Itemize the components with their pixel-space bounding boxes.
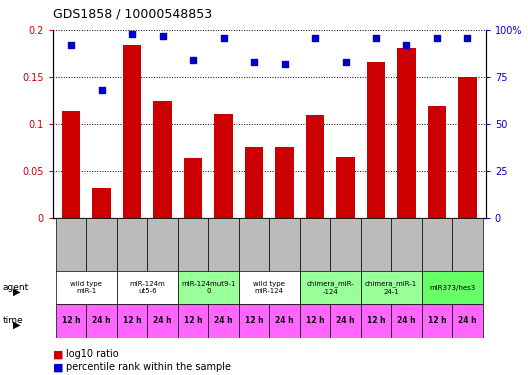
Text: wild type
miR-124: wild type miR-124 xyxy=(253,281,285,294)
Bar xyxy=(269,304,300,338)
Text: agent: agent xyxy=(3,283,29,292)
Bar xyxy=(422,304,452,338)
Bar xyxy=(117,304,147,338)
Text: percentile rank within the sample: percentile rank within the sample xyxy=(66,363,231,372)
Text: ▶: ▶ xyxy=(13,287,21,297)
Point xyxy=(189,57,197,63)
Text: 24 h: 24 h xyxy=(397,316,416,325)
Bar xyxy=(62,111,80,218)
Text: 12 h: 12 h xyxy=(244,316,263,325)
Point xyxy=(280,61,289,67)
Bar xyxy=(452,304,483,338)
Bar xyxy=(117,272,178,304)
Point xyxy=(463,34,472,40)
Bar xyxy=(336,157,355,218)
Bar xyxy=(269,217,300,272)
Bar xyxy=(209,304,239,338)
Text: log10 ratio: log10 ratio xyxy=(66,350,119,359)
Text: time: time xyxy=(3,316,23,325)
Text: ■: ■ xyxy=(53,350,63,359)
Point xyxy=(219,34,228,40)
Bar xyxy=(239,217,269,272)
Bar xyxy=(300,217,330,272)
Text: chimera_miR-
-124: chimera_miR- -124 xyxy=(306,280,354,295)
Point xyxy=(97,87,106,93)
Text: 24 h: 24 h xyxy=(92,316,111,325)
Bar xyxy=(56,217,87,272)
Point xyxy=(311,34,319,40)
Bar xyxy=(184,158,202,218)
Text: 12 h: 12 h xyxy=(306,316,324,325)
Point xyxy=(250,59,258,65)
Bar xyxy=(458,77,477,218)
Bar xyxy=(367,62,385,217)
Bar xyxy=(300,272,361,304)
Text: 24 h: 24 h xyxy=(336,316,355,325)
Bar xyxy=(56,304,87,338)
Text: 12 h: 12 h xyxy=(428,316,446,325)
Point xyxy=(372,34,380,40)
Bar xyxy=(428,106,446,218)
Bar xyxy=(154,101,172,217)
Bar xyxy=(276,147,294,218)
Bar xyxy=(422,217,452,272)
Bar xyxy=(330,217,361,272)
Text: 24 h: 24 h xyxy=(275,316,294,325)
Bar xyxy=(300,304,330,338)
Bar xyxy=(178,272,239,304)
Text: 24 h: 24 h xyxy=(458,316,477,325)
Bar xyxy=(330,304,361,338)
Bar xyxy=(361,217,391,272)
Bar xyxy=(398,48,416,217)
Bar xyxy=(306,116,324,218)
Text: 24 h: 24 h xyxy=(153,316,172,325)
Bar xyxy=(245,147,263,218)
Bar xyxy=(56,272,117,304)
Bar xyxy=(92,188,111,218)
Bar xyxy=(452,217,483,272)
Bar xyxy=(391,304,422,338)
Bar xyxy=(361,272,422,304)
Text: 12 h: 12 h xyxy=(62,316,80,325)
Point xyxy=(341,59,350,65)
Bar xyxy=(209,217,239,272)
Text: 24 h: 24 h xyxy=(214,316,233,325)
Bar xyxy=(361,304,391,338)
Bar xyxy=(87,304,117,338)
Text: 12 h: 12 h xyxy=(366,316,385,325)
Bar xyxy=(239,272,300,304)
Bar xyxy=(87,217,117,272)
Point xyxy=(67,42,76,48)
Text: ■: ■ xyxy=(53,363,63,372)
Bar xyxy=(147,304,178,338)
Text: miR373/hes3: miR373/hes3 xyxy=(429,285,475,291)
Bar xyxy=(117,217,147,272)
Bar xyxy=(391,217,422,272)
Text: miR-124mut9-1
0: miR-124mut9-1 0 xyxy=(181,281,235,294)
Text: 12 h: 12 h xyxy=(184,316,202,325)
Text: GDS1858 / 10000548853: GDS1858 / 10000548853 xyxy=(53,8,212,21)
Point xyxy=(158,33,167,39)
Text: chimera_miR-1
24-1: chimera_miR-1 24-1 xyxy=(365,280,417,295)
Point xyxy=(128,31,136,37)
Text: wild type
miR-1: wild type miR-1 xyxy=(70,281,102,294)
Bar xyxy=(422,272,483,304)
Bar xyxy=(178,304,209,338)
Text: ▶: ▶ xyxy=(13,320,21,330)
Bar xyxy=(239,304,269,338)
Point xyxy=(402,42,411,48)
Text: 12 h: 12 h xyxy=(123,316,142,325)
Bar xyxy=(178,217,209,272)
Bar xyxy=(214,114,233,218)
Bar xyxy=(147,217,178,272)
Point xyxy=(433,34,441,40)
Bar xyxy=(123,45,141,218)
Text: miR-124m
ut5-6: miR-124m ut5-6 xyxy=(129,281,165,294)
